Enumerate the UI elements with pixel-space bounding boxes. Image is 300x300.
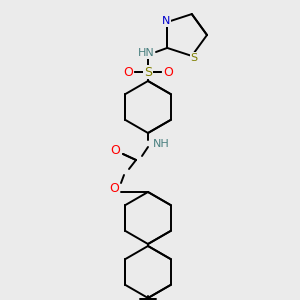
- Text: O: O: [110, 145, 120, 158]
- Text: NH: NH: [153, 139, 169, 149]
- Text: O: O: [163, 65, 173, 79]
- Text: HN: HN: [138, 48, 154, 58]
- Text: O: O: [109, 182, 119, 196]
- Text: S: S: [190, 53, 197, 63]
- Text: O: O: [123, 65, 133, 79]
- Text: S: S: [144, 65, 152, 79]
- Text: N: N: [162, 16, 170, 26]
